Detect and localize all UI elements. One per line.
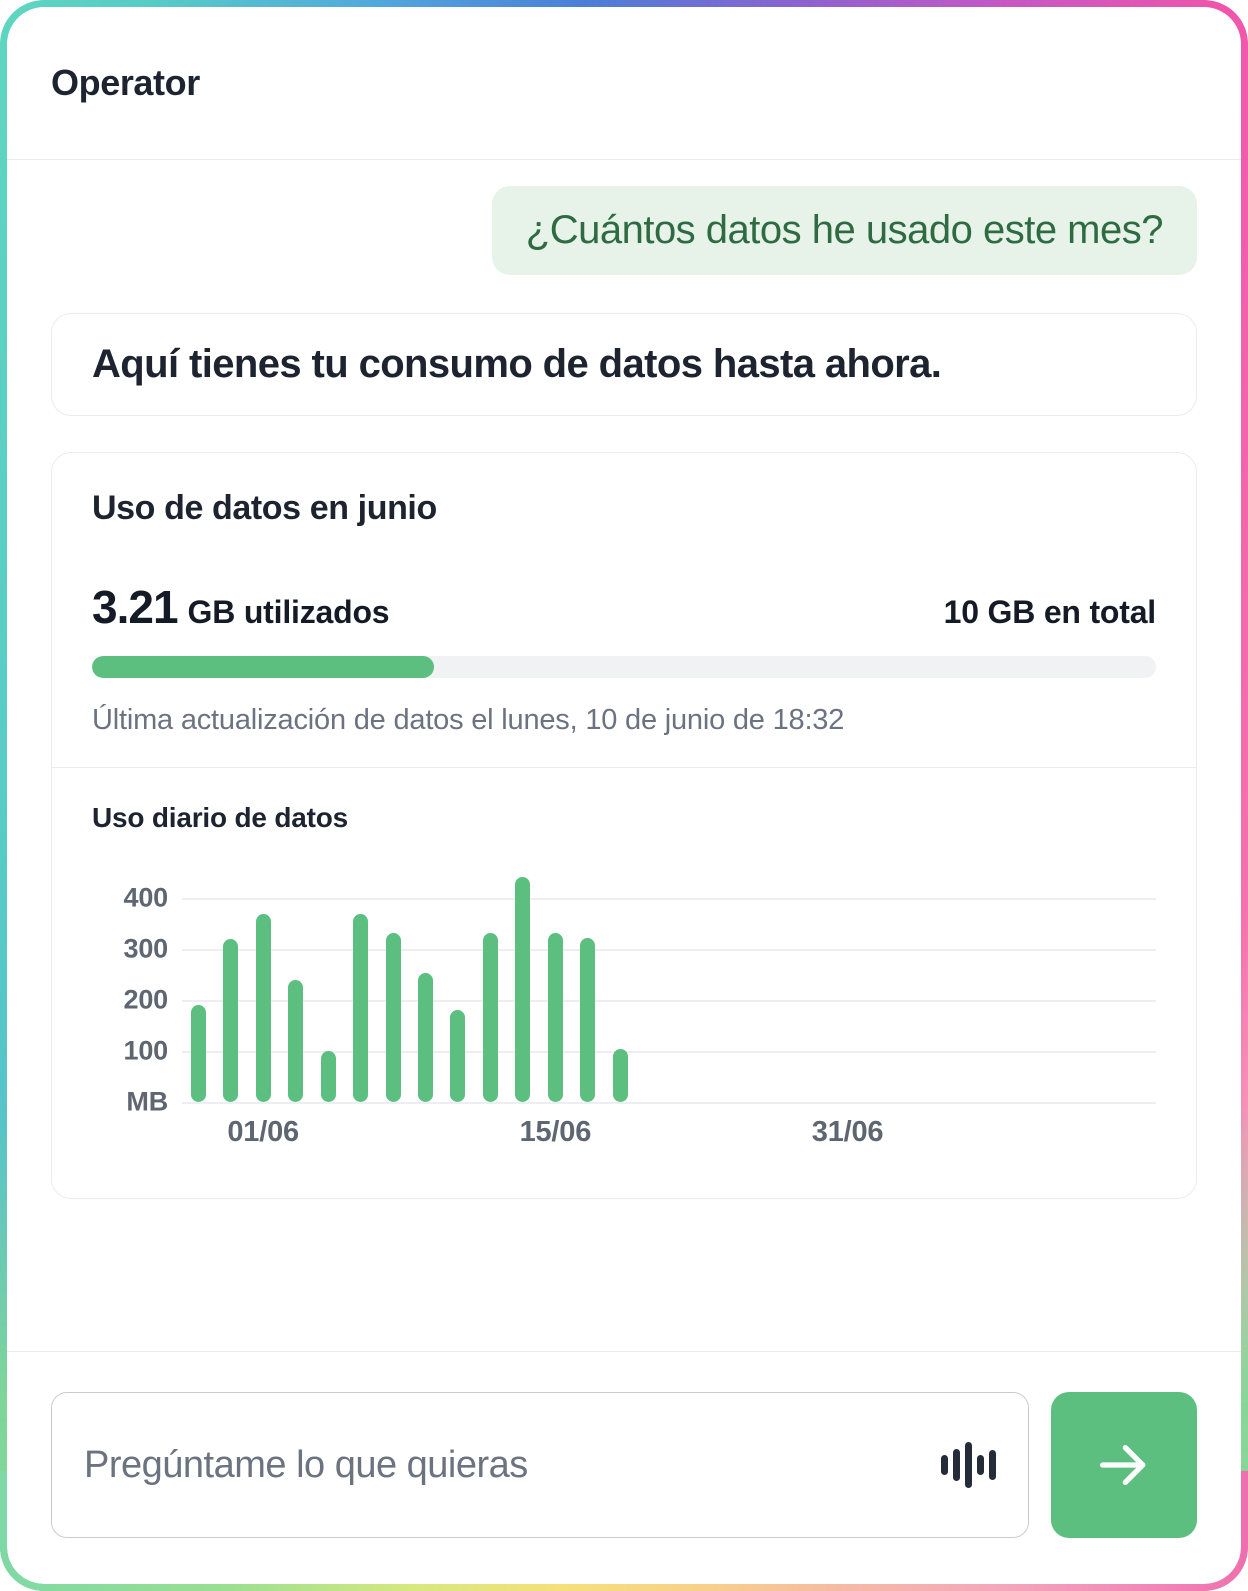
conversation-thread: ¿Cuántos datos he usado este mes? Aquí t… xyxy=(7,160,1241,1351)
chart-bar xyxy=(482,933,498,1102)
chart-plot-area xyxy=(182,872,1156,1104)
composer-divider xyxy=(7,1351,1241,1352)
arrow-right-icon xyxy=(1100,1445,1146,1485)
app-title: Operator xyxy=(51,62,200,103)
chat-input[interactable] xyxy=(84,1443,925,1487)
chart-bars xyxy=(182,872,1156,1102)
chart-bar xyxy=(612,1049,628,1102)
chart-bar xyxy=(547,933,563,1102)
app-window: Operator ¿Cuántos datos he usado este me… xyxy=(7,7,1241,1584)
chart-x-tick-label: 31/06 xyxy=(811,1116,884,1148)
chart-y-tick-label: 300 xyxy=(123,933,169,964)
chart-gridline xyxy=(182,897,1156,900)
chart-bar xyxy=(190,1004,206,1102)
chart-y-tick-label: 400 xyxy=(123,882,169,913)
chart-bar xyxy=(385,933,401,1102)
composer-bar xyxy=(7,1352,1241,1584)
chart-gridline xyxy=(182,1050,1156,1053)
data-usage-card: Uso de datos en junio 3.21 GB utilizados… xyxy=(51,452,1197,1199)
titlebar: Operator xyxy=(7,7,1241,160)
waveform-icon[interactable] xyxy=(941,1442,996,1488)
chart-y-tick-label: 100 xyxy=(123,1035,169,1066)
usage-card-title: Uso de datos en junio xyxy=(92,489,437,527)
chart-gridline xyxy=(182,999,1156,1002)
chart-bar xyxy=(580,938,596,1102)
chart-bar xyxy=(320,1050,336,1102)
chart-gridline xyxy=(182,948,1156,951)
chart-gridline xyxy=(182,1102,1156,1104)
chart-bar xyxy=(223,939,239,1102)
chart-bar xyxy=(450,1010,466,1102)
daily-usage-bar-chart: 400 300 200 100 MB xyxy=(92,872,1156,1117)
chart-x-axis: 01/06 15/06 31/06 xyxy=(182,1102,1156,1158)
daily-usage-section: Uso diario de datos 400 300 200 100 MB 01/06… xyxy=(52,767,1196,1198)
usage-progress-fill xyxy=(92,656,434,678)
composer-input-wrapper[interactable] xyxy=(51,1392,1029,1538)
chart-x-tick-label: 15/06 xyxy=(519,1116,592,1148)
usage-unit-label: GB utilizados xyxy=(187,594,390,630)
usage-figures-row: 3.21 GB utilizados 10 GB en total xyxy=(92,580,1156,634)
usage-total-label: 10 GB en total xyxy=(943,594,1157,630)
chart-y-tick-label: 200 xyxy=(123,984,169,1015)
chart-bar xyxy=(515,877,531,1102)
chart-bar xyxy=(418,972,433,1102)
chart-bar xyxy=(255,913,271,1102)
usage-last-updated-text: Última actualización de datos el lunes, … xyxy=(92,704,845,736)
user-message-bubble: ¿Cuántos datos he usado este mes? xyxy=(491,186,1197,275)
chart-x-tick-label: 01/06 xyxy=(227,1116,299,1148)
usage-used-group: 3.21 GB utilizados xyxy=(92,580,390,634)
chart-y-tick-label: MB xyxy=(126,1086,168,1117)
chart-y-axis: 400 300 200 100 MB xyxy=(92,872,178,1116)
send-button[interactable] xyxy=(1051,1392,1197,1538)
assistant-message-bubble: Aquí tienes tu consumo de datos hasta ah… xyxy=(51,313,1197,416)
usage-summary-section: Uso de datos en junio 3.21 GB utilizados… xyxy=(52,453,1196,767)
usage-progress-track xyxy=(92,656,1156,678)
chart-title: Uso diario de datos xyxy=(92,802,349,833)
user-message-row: ¿Cuántos datos he usado este mes? xyxy=(51,186,1197,275)
chart-bar xyxy=(288,980,304,1102)
chart-bar xyxy=(353,913,369,1102)
usage-amount-value: 3.21 xyxy=(92,581,179,633)
